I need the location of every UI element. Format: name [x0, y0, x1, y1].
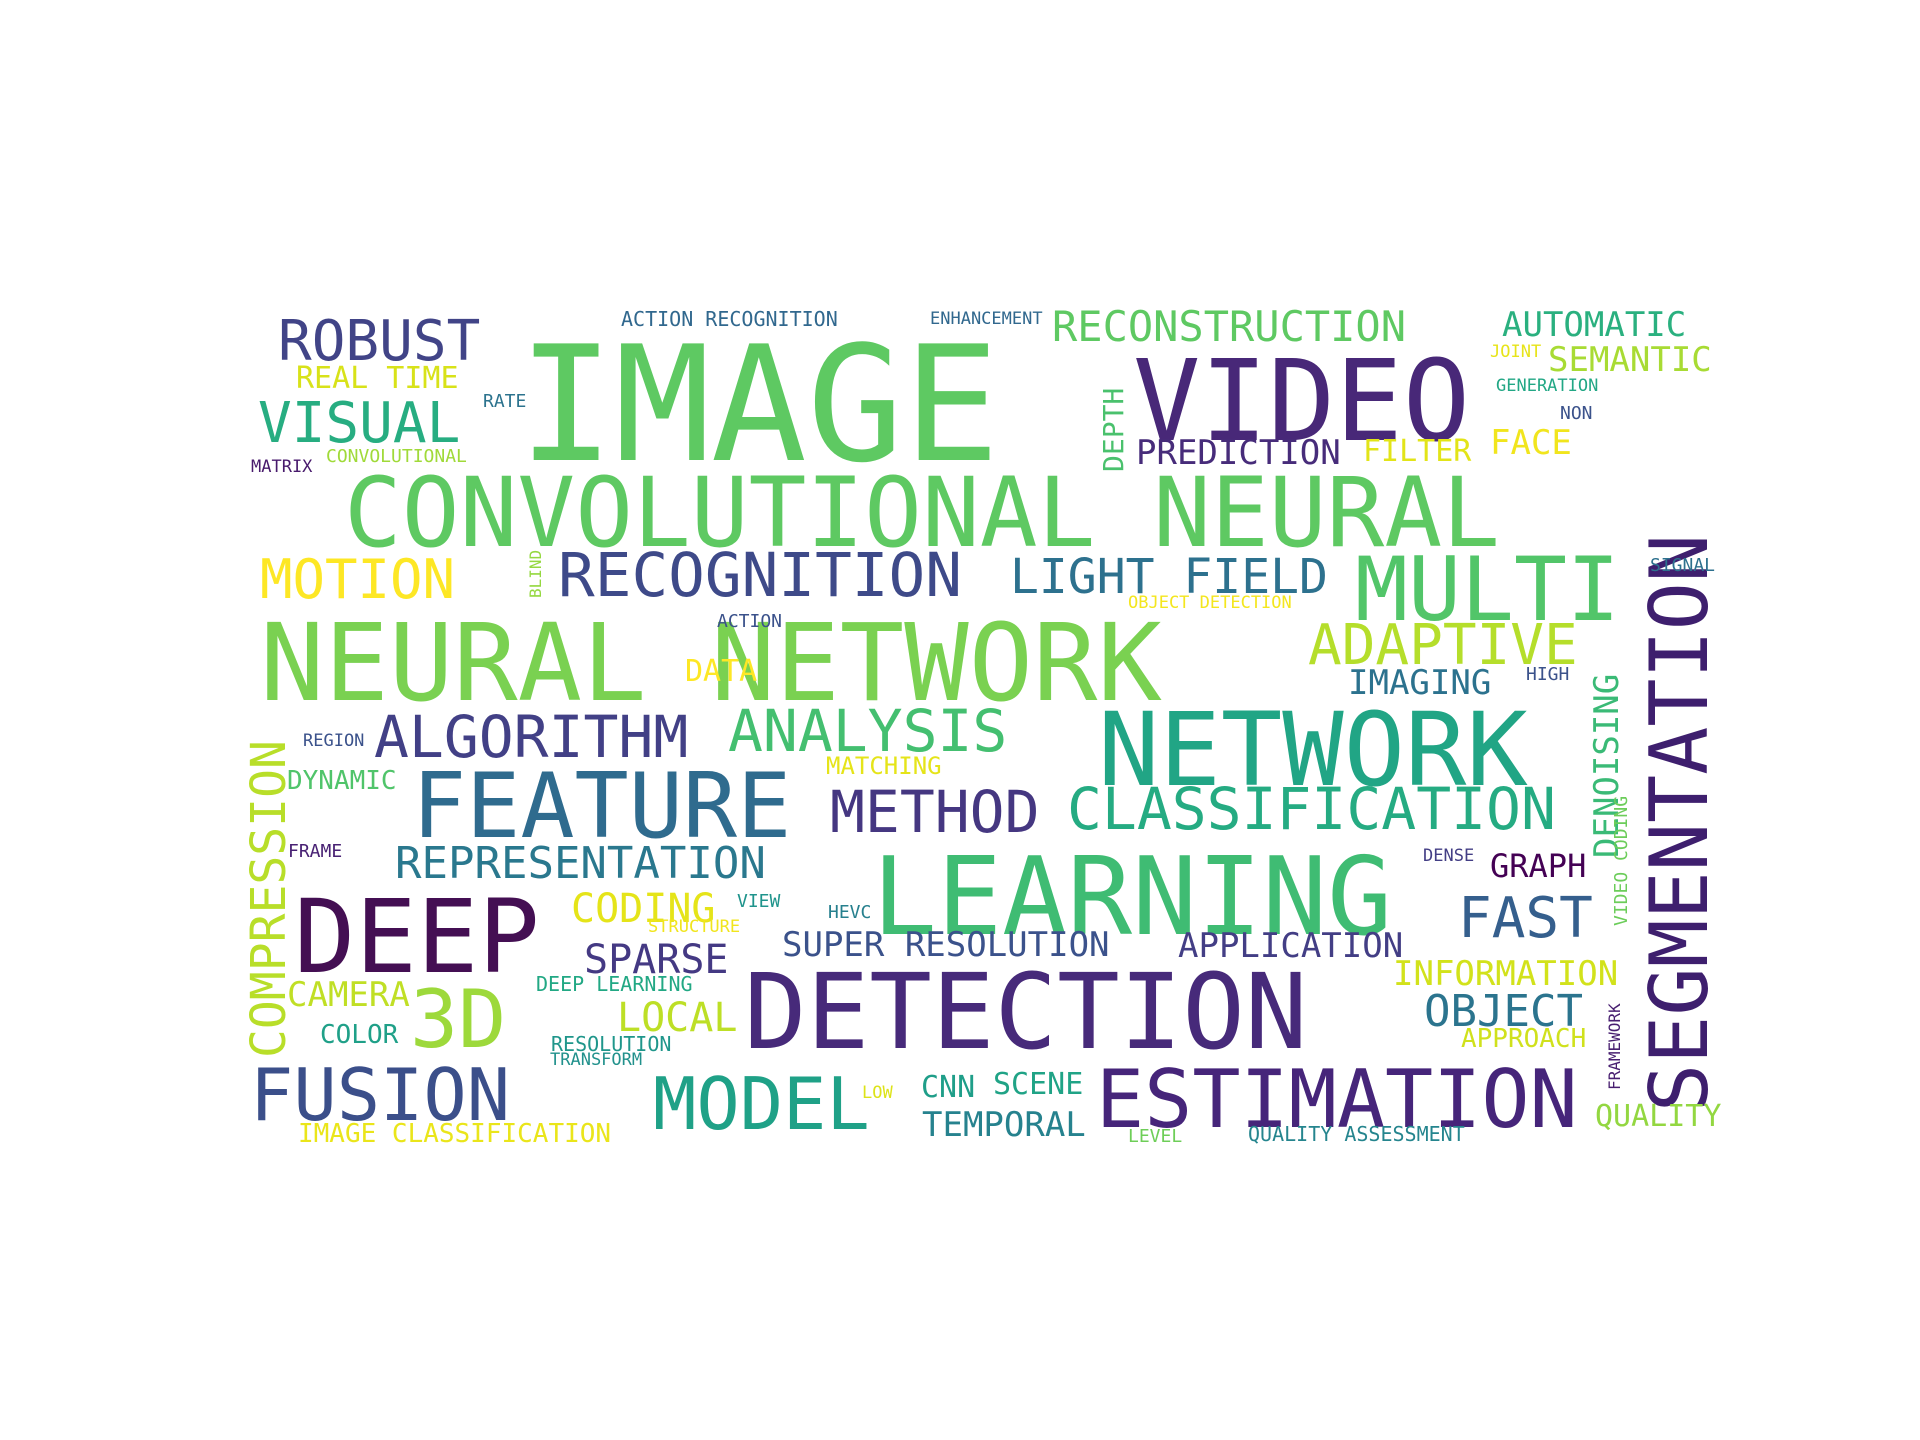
word-compression: COMPRESSION	[241, 740, 297, 1058]
word-generation: GENERATION	[1496, 376, 1599, 396]
word-structure: STRUCTURE	[648, 917, 741, 937]
word-segmentation: SEGMENTATION	[1633, 534, 1726, 1112]
word-image-classification: IMAGE CLASSIFICATION	[298, 1119, 612, 1149]
word-model: MODEL	[653, 1062, 870, 1146]
word-learning: LEARNING	[872, 835, 1393, 960]
word-dense: DENSE	[1423, 846, 1475, 866]
word-filter: FILTER	[1363, 434, 1472, 469]
word-adaptive: ADAPTIVE	[1308, 613, 1578, 678]
word-super-resolution: SUPER RESOLUTION	[782, 925, 1110, 965]
word-color: COLOR	[320, 1020, 399, 1050]
word-action: ACTION	[717, 611, 783, 632]
word-representation: REPRESENTATION	[395, 838, 766, 889]
word-neural-network: NEURAL NETWORK	[260, 602, 1162, 726]
word-robust: ROBUST	[278, 309, 481, 374]
word-coding: CODING	[571, 886, 716, 932]
word-matrix: MATRIX	[251, 457, 313, 477]
word-estimation: ESTIMATION	[1096, 1053, 1578, 1146]
word-low: LOW	[862, 1083, 893, 1103]
word-action-recognition: ACTION RECOGNITION	[621, 307, 838, 331]
word-signal: SIGNAL	[1650, 555, 1716, 576]
word-joint: JOINT	[1490, 342, 1542, 362]
word-framework: FRAMEWORK	[1605, 1003, 1624, 1090]
word-real-time: REAL TIME	[296, 361, 459, 396]
word-high: HIGH	[1526, 664, 1570, 685]
word-enhancement: ENHANCEMENT	[930, 309, 1043, 329]
word-non: NON	[1560, 403, 1593, 424]
word-multi: MULTI	[1355, 538, 1620, 641]
word-3d: 3D	[410, 973, 507, 1066]
word-deep-learning: DEEP LEARNING	[536, 972, 693, 996]
word-blind: BLIND	[526, 549, 545, 598]
word-application: APPLICATION	[1178, 926, 1404, 966]
word-camera: CAMERA	[287, 975, 410, 1015]
word-quality: QUALITY	[1595, 1099, 1722, 1134]
word-reconstruction: RECONSTRUCTION	[1052, 302, 1407, 351]
word-matching: MATCHING	[826, 752, 942, 780]
word-deep: DEEP	[294, 878, 540, 997]
word-local: LOCAL	[617, 995, 738, 1041]
word-scene: SCENE	[993, 1067, 1084, 1102]
word-depth: DEPTH	[1097, 387, 1130, 472]
word-rate: RATE	[483, 391, 527, 412]
word-object-detection: OBJECT DETECTION	[1128, 593, 1292, 613]
word-semantic: SEMANTIC	[1548, 340, 1712, 380]
word-cnn: CNN	[921, 1070, 976, 1105]
word-convolutional-neural: CONVOLUTIONAL NEURAL	[344, 457, 1500, 569]
word-transform: TRANSFORM	[550, 1050, 643, 1070]
word-approach: APPROACH	[1461, 1024, 1587, 1054]
word-fast: FAST	[1458, 886, 1593, 951]
word-dynamic: DYNAMIC	[287, 766, 397, 796]
word-quality-assessment: QUALITY ASSESSMENT	[1248, 1122, 1465, 1146]
word-face: FACE	[1490, 423, 1572, 463]
word-visual: VISUAL	[258, 391, 461, 456]
word-algorithm: ALGORITHM	[374, 703, 689, 771]
word-sparse: SPARSE	[584, 937, 729, 983]
word-detection: DETECTION	[744, 951, 1308, 1073]
word-feature: FEATURE	[412, 754, 792, 859]
word-image: IMAGE	[518, 311, 1000, 498]
word-network: NETWORK	[1098, 691, 1528, 810]
word-graph: GRAPH	[1490, 847, 1587, 885]
word-recognition: RECOGNITION	[558, 540, 962, 611]
word-convolutional: CONVOLUTIONAL	[326, 446, 467, 467]
word-information: INFORMATION	[1393, 954, 1619, 994]
word-object: OBJECT	[1424, 986, 1583, 1037]
word-imaging: IMAGING	[1348, 663, 1492, 703]
word-data: DATA	[685, 654, 758, 689]
word-temporal: TEMPORAL	[922, 1105, 1086, 1145]
word-motion: MOTION	[260, 548, 456, 611]
word-prediction: PREDICTION	[1136, 433, 1341, 473]
word-video: VIDEO	[1133, 337, 1471, 467]
word-frame: FRAME	[288, 841, 343, 862]
word-hevc: HEVC	[828, 902, 872, 923]
word-classification: CLASSIFICATION	[1067, 775, 1556, 843]
word-resolution: RESOLUTION	[551, 1032, 672, 1056]
word-fusion: FUSION	[250, 1053, 511, 1137]
word-video-coding: VIDEO CODING	[1611, 795, 1632, 926]
word-level: LEVEL	[1128, 1126, 1183, 1147]
word-view: VIEW	[737, 891, 781, 912]
word-method: METHOD	[830, 778, 1040, 846]
word-light-field: LIGHT FIELD	[1010, 549, 1328, 605]
word-automatic: AUTOMATIC	[1502, 305, 1687, 345]
word-analysis: ANALYSIS	[728, 697, 1008, 765]
word-region: REGION	[303, 731, 365, 751]
